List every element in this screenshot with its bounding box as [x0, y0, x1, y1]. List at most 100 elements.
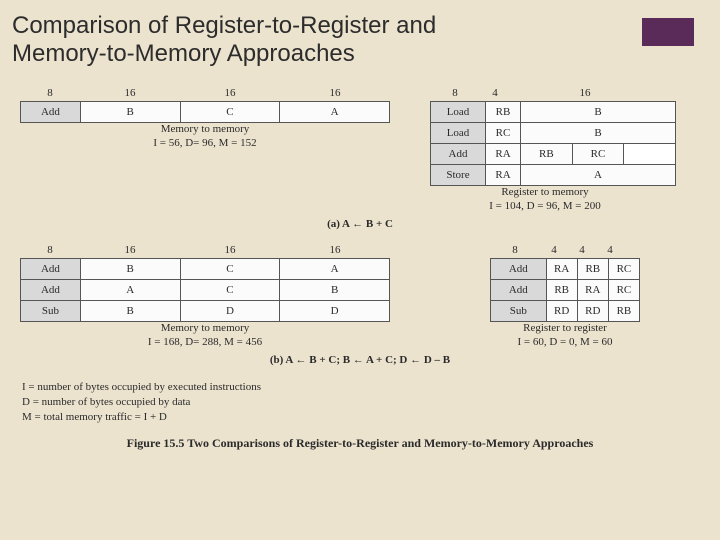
- op-cell: Store: [431, 164, 486, 185]
- page-title: Comparison of Register-to-Register and M…: [12, 12, 532, 69]
- part-a-reg-caption: Register to memory: [430, 186, 660, 198]
- bw-cell: 4: [596, 244, 624, 256]
- legend: I = number of bytes occupied by executed…: [22, 380, 708, 426]
- cell: A: [280, 258, 390, 279]
- figure-caption: Figure 15.5 Two Comparisons of Register-…: [12, 436, 708, 451]
- cell: RB: [608, 300, 639, 321]
- op-cell: Add: [21, 279, 81, 300]
- op-cell: Add: [21, 101, 81, 122]
- part-a-mem-table: Add B C A: [20, 101, 390, 123]
- part-b-reg-table: Add RA RB RC Add RB RA RC Sub RD RD RB: [490, 258, 640, 322]
- cell: RA: [486, 143, 521, 164]
- bw-cell: 16: [280, 87, 390, 99]
- bw-cell: 16: [180, 87, 280, 99]
- cell: D: [280, 300, 390, 321]
- cell: RB: [546, 279, 577, 300]
- bw-cell: 16: [80, 87, 180, 99]
- cell: A: [280, 101, 390, 122]
- cell: B: [280, 279, 390, 300]
- part-a-mem-caption: Memory to memory: [20, 123, 390, 135]
- table-row: Load RC B: [431, 122, 676, 143]
- cell: RC: [572, 143, 624, 164]
- cell: D: [180, 300, 280, 321]
- cell: RB: [521, 143, 573, 164]
- table-row: Add RB RA RC: [491, 279, 640, 300]
- op-cell: Sub: [491, 300, 547, 321]
- cell: RB: [577, 258, 608, 279]
- op-cell: Add: [491, 279, 547, 300]
- legend-line: D = number of bytes occupied by data: [22, 395, 708, 410]
- cell: C: [180, 258, 280, 279]
- cell: RC: [608, 258, 639, 279]
- bw-cell: 8: [20, 87, 80, 99]
- table-row: Add RA RB RC: [431, 143, 676, 164]
- cell: RD: [577, 300, 608, 321]
- corner-badge: [642, 18, 694, 46]
- bw-cell: 4: [480, 87, 510, 99]
- op-cell: Add: [491, 258, 547, 279]
- bw-cell: 16: [510, 87, 660, 99]
- cell-blank: [624, 143, 676, 164]
- cell: RA: [546, 258, 577, 279]
- cell: C: [180, 279, 280, 300]
- part-a-row: 8 16 16 16 Add B C A Memory to memory I …: [20, 87, 700, 212]
- table-row: Sub B D D: [21, 300, 390, 321]
- table-row: Load RB B: [431, 101, 676, 122]
- op-cell: Add: [431, 143, 486, 164]
- bw-cell: 8: [20, 244, 80, 256]
- cell: B: [80, 258, 180, 279]
- table-row: Add B C A: [21, 258, 390, 279]
- bw-cell: 16: [180, 244, 280, 256]
- table-row: Add B C A: [21, 101, 390, 122]
- part-b-mem: 8 16 16 16 Add B C A Add A C B: [20, 244, 390, 348]
- table-row: Add A C B: [21, 279, 390, 300]
- part-b-mem-bitwidths: 8 16 16 16: [20, 244, 390, 256]
- op-cell: Load: [431, 101, 486, 122]
- part-b-mem-stats: I = 168, D= 288, M = 456: [20, 336, 390, 348]
- cell: A: [521, 164, 676, 185]
- cell: B: [521, 122, 676, 143]
- part-b-reg: 8 4 4 4 Add RA RB RC Add RB RA RC: [490, 244, 640, 348]
- cell: C: [180, 101, 280, 122]
- cell: RA: [577, 279, 608, 300]
- cell: RB: [486, 101, 521, 122]
- cell: B: [80, 300, 180, 321]
- part-a-reg-stats: I = 104, D = 96, M = 200: [430, 200, 660, 212]
- part-b-mem-table: Add B C A Add A C B Sub B D D: [20, 258, 390, 322]
- cell: A: [80, 279, 180, 300]
- op-cell: Load: [431, 122, 486, 143]
- part-b-row: 8 16 16 16 Add B C A Add A C B: [20, 244, 700, 348]
- op-cell: Add: [21, 258, 81, 279]
- part-b-label: (b) A ← B + C; B ← A + C; D ← D – B: [12, 354, 708, 366]
- cell: RC: [486, 122, 521, 143]
- bw-cell: 8: [490, 244, 540, 256]
- legend-line: I = number of bytes occupied by executed…: [22, 380, 708, 395]
- bw-cell: 4: [568, 244, 596, 256]
- table-row: Store RA A: [431, 164, 676, 185]
- part-a-reg-table: Load RB B Load RC B Add RA RB RC St: [430, 101, 676, 186]
- cell: RC: [608, 279, 639, 300]
- part-a-label: (a) A ← B + C: [12, 218, 708, 230]
- part-b-reg-caption: Register to register: [490, 322, 640, 334]
- cell: RA: [486, 164, 521, 185]
- bw-cell: 4: [540, 244, 568, 256]
- part-a-mem: 8 16 16 16 Add B C A Memory to memory I …: [20, 87, 390, 149]
- cell: B: [80, 101, 180, 122]
- part-b-reg-stats: I = 60, D = 0, M = 60: [490, 336, 640, 348]
- bw-cell: 8: [430, 87, 480, 99]
- op-cell: Sub: [21, 300, 81, 321]
- part-a-mem-stats: I = 56, D= 96, M = 152: [20, 137, 390, 149]
- part-b-mem-caption: Memory to memory: [20, 322, 390, 334]
- part-a-reg: 8 4 16 Load RB B Load RC B Add RA R: [430, 87, 660, 212]
- part-a-mem-bitwidths: 8 16 16 16: [20, 87, 390, 99]
- legend-line: M = total memory traffic = I + D: [22, 410, 708, 425]
- table-row: Add RA RB RC: [491, 258, 640, 279]
- table-row: Sub RD RD RB: [491, 300, 640, 321]
- bw-cell: 16: [80, 244, 180, 256]
- part-b-reg-bitwidths: 8 4 4 4: [490, 244, 640, 256]
- slide: Comparison of Register-to-Register and M…: [0, 0, 720, 540]
- bw-cell: 16: [280, 244, 390, 256]
- part-a-reg-bitwidths: 8 4 16: [430, 87, 660, 99]
- cell: B: [521, 101, 676, 122]
- cell: RD: [546, 300, 577, 321]
